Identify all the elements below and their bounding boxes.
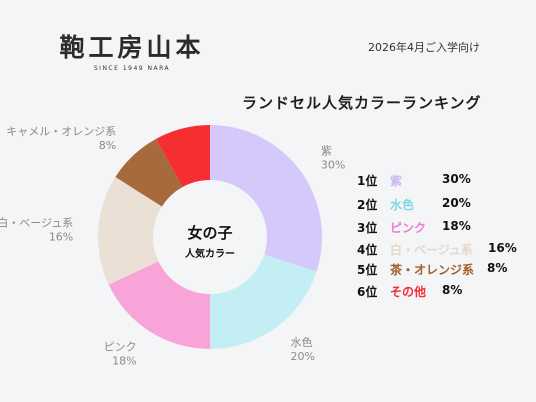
slice-value-label: 30% bbox=[321, 158, 345, 171]
donut-slice bbox=[210, 254, 317, 349]
ranking-position: 1位 bbox=[357, 174, 378, 188]
ranking-percent: 18% bbox=[442, 219, 471, 233]
ranking-position: 4位 bbox=[357, 243, 378, 257]
slice-label: ピンク bbox=[104, 341, 137, 354]
ranking-percent: 16% bbox=[488, 241, 517, 255]
chart-title: ランドセル人気カラーランキング bbox=[242, 94, 482, 112]
slice-label: 白・ベージュ系 bbox=[0, 215, 73, 229]
ranking-position: 2位 bbox=[357, 198, 378, 212]
slice-value-label: 16% bbox=[49, 230, 73, 243]
ranking-percent: 30% bbox=[442, 172, 471, 186]
ranking-color-label: 水色 bbox=[390, 198, 415, 212]
ranking-percent: 8% bbox=[487, 261, 508, 275]
ranking-color-label: 紫 bbox=[390, 174, 403, 188]
ranking-color-label: ピンク bbox=[390, 221, 427, 235]
ranking-percent: 20% bbox=[442, 196, 471, 210]
ranking-position: 5位 bbox=[357, 263, 378, 277]
donut-slice bbox=[108, 261, 210, 349]
center-title: 女の子 bbox=[187, 224, 232, 242]
donut-slice bbox=[98, 176, 162, 285]
donut-slice bbox=[210, 125, 323, 272]
donut-slice bbox=[156, 125, 210, 188]
ranking-position: 3位 bbox=[357, 221, 378, 235]
ranking-color-label: 茶・オレンジ系 bbox=[390, 263, 475, 277]
brand-name: 鞄工房山本 bbox=[59, 33, 205, 62]
ranking-percent: 8% bbox=[442, 283, 463, 297]
brand-since: SINCE 1949 NARA bbox=[93, 65, 171, 72]
slice-label: 紫 bbox=[321, 144, 332, 157]
slice-label: 水色 bbox=[291, 335, 313, 349]
ranking-color-label: 白・ベージュ系 bbox=[390, 243, 473, 257]
ranking-position: 6位 bbox=[357, 285, 378, 299]
ranking-color-label: その他 bbox=[390, 285, 427, 299]
donut-slice bbox=[115, 138, 183, 207]
slice-value-label: 20% bbox=[291, 350, 315, 363]
tagline: 2026年4月ご入学向け bbox=[368, 41, 480, 54]
center-subtitle: 人気カラー bbox=[185, 247, 235, 260]
slice-value-label: 18% bbox=[112, 355, 136, 368]
slice-value-label: 8% bbox=[99, 139, 116, 152]
brand-logo: 鞄工房山本 SINCE 1949 NARA bbox=[52, 33, 212, 73]
slice-label: キャメル・オレンジ系 bbox=[6, 125, 116, 138]
